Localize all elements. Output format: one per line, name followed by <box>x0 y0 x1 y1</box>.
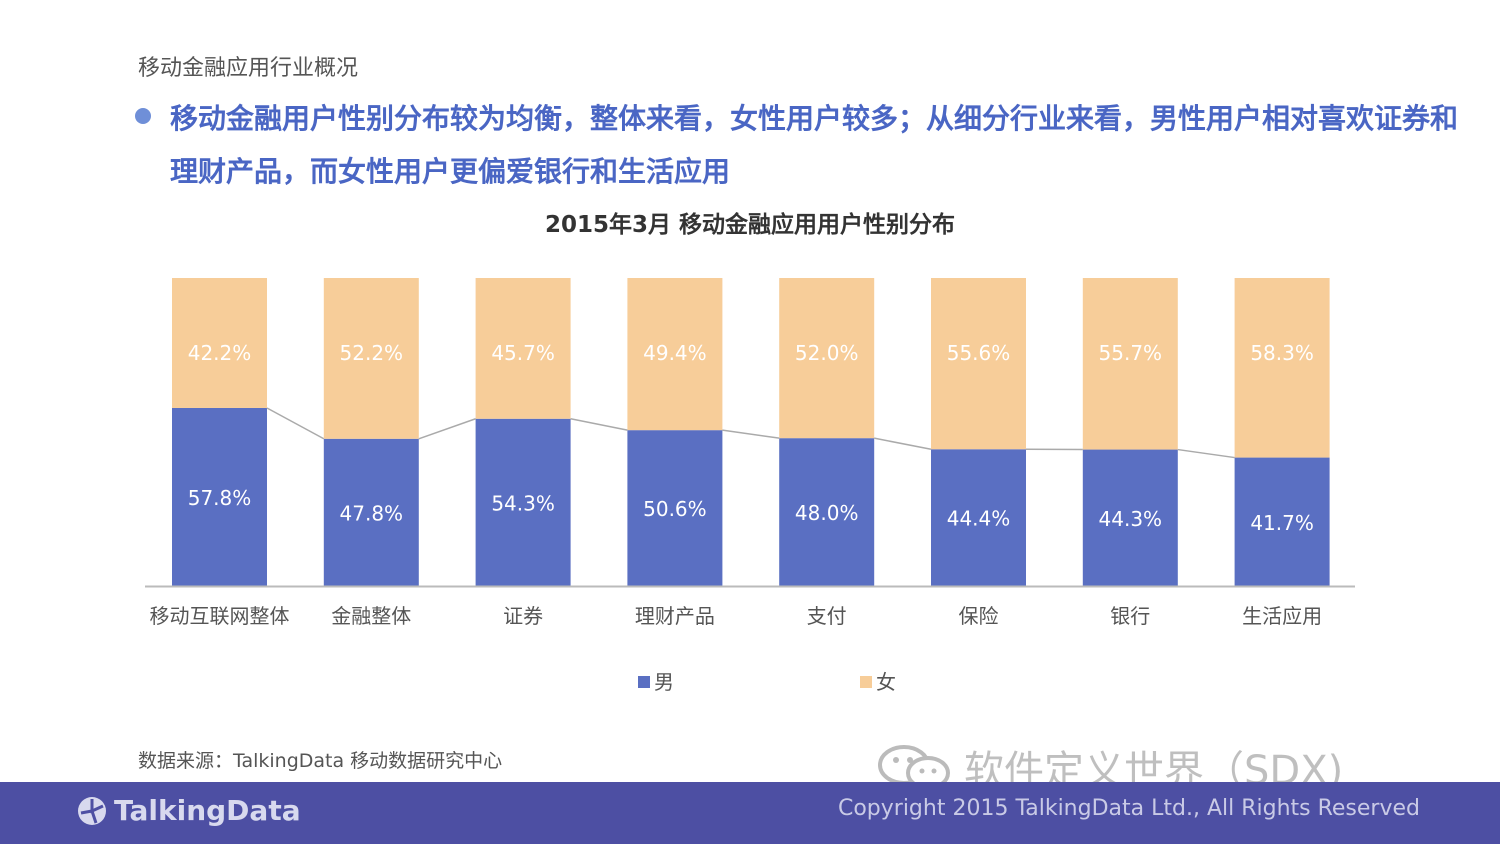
data-label-female-5: 55.6% <box>947 341 1011 365</box>
bar-female-6 <box>1082 278 1178 450</box>
data-label-male-5: 44.4% <box>947 507 1011 531</box>
series-line-4 <box>874 437 932 450</box>
series-line-3 <box>722 429 780 439</box>
category-label-4: 支付 <box>807 604 847 628</box>
data-source: 数据来源：TalkingData 移动数据研究中心 <box>138 750 503 772</box>
series-line-2 <box>570 418 628 431</box>
category-label-1: 金融整体 <box>331 604 411 628</box>
stacked-bar-chart: 57.8% 42.2% 移动互联网整体 47.8% 52.2% 金融整体 54.3% 45.7… <box>145 278 1355 694</box>
series-line-0 <box>266 407 325 440</box>
bar-female-4 <box>779 278 875 439</box>
data-label-male-0: 57.8% <box>188 486 252 510</box>
bar-female-1 <box>323 278 419 439</box>
legend-swatch-female <box>860 676 872 688</box>
section-title: 移动金融应用行业概况 <box>138 56 359 81</box>
bar-female-7 <box>1234 278 1330 458</box>
series-line-6 <box>1177 448 1235 459</box>
data-label-female-0: 42.2% <box>188 341 252 365</box>
bar-male-0 <box>172 407 267 586</box>
bar-male-4 <box>779 438 875 586</box>
talkingdata-logo-icon <box>78 796 106 825</box>
category-label-5: 保险 <box>959 604 999 628</box>
legend-label-female: 女 <box>876 670 896 694</box>
wechat-icon <box>878 745 950 790</box>
bar-female-2 <box>475 278 571 419</box>
bar-female-5 <box>931 278 1026 450</box>
headline: 移动金融用户性别分布较为均衡，整体来看，女性用户较多；从细分行业来看，男性用户相… <box>170 102 1459 188</box>
bar-male-5 <box>931 449 1026 586</box>
data-label-female-6: 55.7% <box>1099 341 1163 365</box>
logo-text: TalkingData <box>114 794 301 827</box>
bar-male-3 <box>627 430 723 586</box>
category-label-2: 证券 <box>503 604 543 628</box>
data-label-female-3: 49.4% <box>643 341 707 365</box>
bar-male-7 <box>1234 457 1330 586</box>
data-label-male-3: 50.6% <box>643 497 707 521</box>
data-label-male-1: 47.8% <box>340 501 404 525</box>
data-label-female-2: 45.7% <box>491 341 555 365</box>
category-label-6: 银行 <box>1110 604 1150 628</box>
category-label-3: 理财产品 <box>635 604 715 628</box>
copyright: Copyright 2015 TalkingData Ltd., All Rig… <box>837 796 1420 821</box>
bar-male-1 <box>323 438 419 586</box>
data-label-female-1: 52.2% <box>340 341 404 365</box>
data-label-male-2: 54.3% <box>491 491 555 515</box>
category-label-7: 生活应用 <box>1242 604 1322 628</box>
legend-label-male: 男 <box>654 670 674 694</box>
bullet-dot <box>135 108 151 124</box>
series-line-1 <box>418 418 476 440</box>
data-label-male-7: 41.7% <box>1250 511 1314 535</box>
bar-female-3 <box>627 278 723 431</box>
talkingdata-logo: TalkingData <box>76 794 301 827</box>
data-label-female-4: 52.0% <box>795 341 859 365</box>
bar-male-2 <box>475 418 571 586</box>
data-label-male-6: 44.3% <box>1099 507 1163 531</box>
category-label-0: 移动互联网整体 <box>150 604 290 628</box>
chart-title: 2015年3月 移动金融应用用户性别分布 <box>544 212 956 238</box>
bar-male-6 <box>1082 449 1178 586</box>
legend-swatch-male <box>638 676 650 688</box>
data-label-male-4: 48.0% <box>795 501 859 525</box>
footer-bar <box>0 782 1500 844</box>
bar-female-0 <box>172 278 267 408</box>
data-label-female-7: 58.3% <box>1250 341 1314 365</box>
